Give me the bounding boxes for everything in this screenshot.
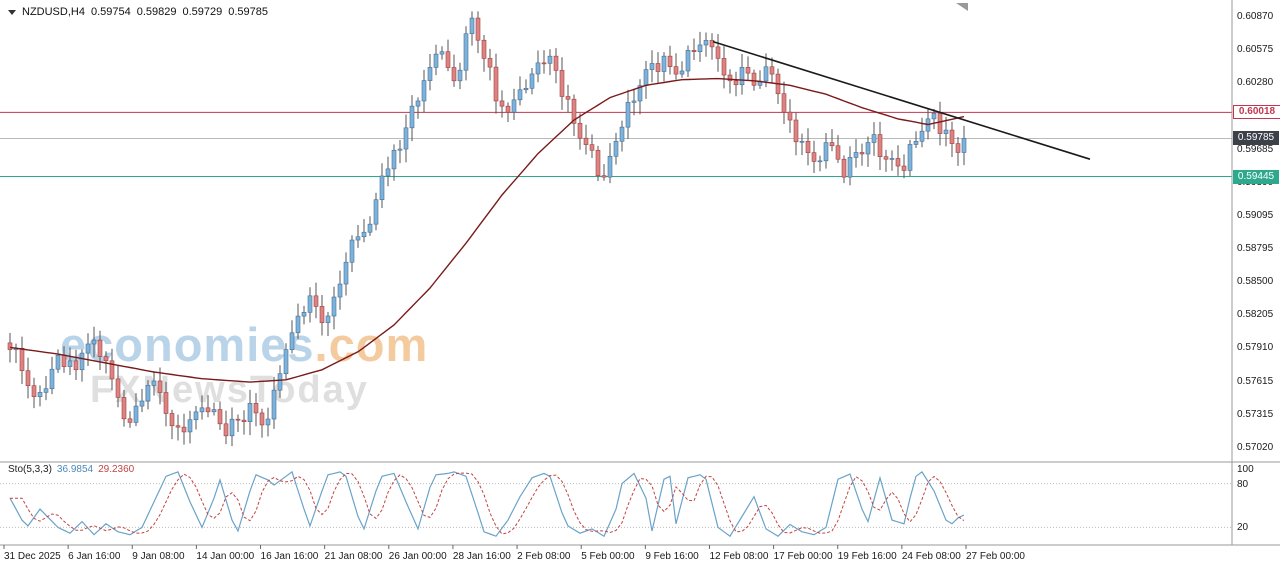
price-axis-label: 0.57020 xyxy=(1237,442,1274,454)
candles-layer xyxy=(7,11,967,447)
ohlc-open: 0.59754 xyxy=(90,6,131,18)
price-axis-label: 0.58795 xyxy=(1237,243,1274,255)
price-axis-label: 0.57615 xyxy=(1237,375,1274,387)
indicator-label: Sto(5,3,3) 36.9854 29.2360 xyxy=(8,464,134,475)
current-price-tag: 0.59785 xyxy=(1233,131,1279,146)
indicator-main-value: 36.9854 xyxy=(56,464,94,475)
price-axis-label: 0.60280 xyxy=(1237,77,1274,89)
time-axis-label: 17 Feb 00:00 xyxy=(773,551,833,562)
time-axis-label: 9 Feb 16:00 xyxy=(645,551,699,562)
price-axis-label: 0.58500 xyxy=(1237,276,1274,288)
time-axis-label: 2 Feb 08:00 xyxy=(517,551,571,562)
symbol-header: NZDUSD,H4 0.59754 0.59829 0.59729 0.5978… xyxy=(8,6,268,18)
price-axis-label: 0.59095 xyxy=(1237,209,1274,221)
indicator-signal-value: 29.2360 xyxy=(98,464,135,475)
symbol-name: NZDUSD,H4 xyxy=(22,6,85,18)
trendline[interactable] xyxy=(712,40,1091,160)
price-axis-label: 0.57315 xyxy=(1237,409,1274,421)
time-axis-label: 16 Jan 16:00 xyxy=(260,551,319,562)
ohlc-high: 0.59829 xyxy=(136,6,177,18)
ohlc-close: 0.59785 xyxy=(228,6,269,18)
watermark-domain-suffix: .com xyxy=(314,318,429,371)
watermark: economies.com FXNewsToday xyxy=(60,320,428,411)
time-axis-label: 19 Feb 16:00 xyxy=(837,551,897,562)
time-axis-label: 27 Feb 00:00 xyxy=(966,551,1025,562)
resistance-price-tag: 0.60018 xyxy=(1233,105,1280,120)
time-axis-label: 28 Jan 16:00 xyxy=(452,551,511,562)
price-axis-label: 0.60575 xyxy=(1237,44,1274,55)
indicator-name: Sto(5,3,3) xyxy=(8,464,52,475)
chart-shift-marker[interactable] xyxy=(956,3,968,11)
price-axis-label: 0.59685 xyxy=(1237,143,1274,155)
time-axis-label: 12 Feb 08:00 xyxy=(709,551,769,562)
time-axis-label: 14 Jan 00:00 xyxy=(196,551,255,562)
stochastic-signal-line xyxy=(10,472,965,535)
time-axis-label: 21 Jan 08:00 xyxy=(324,551,383,562)
time-axis-label: 24 Feb 08:00 xyxy=(901,551,961,562)
price-axis-label: 0.58205 xyxy=(1237,309,1274,321)
time-axis-label: 6 Jan 16:00 xyxy=(68,551,121,562)
ohlc-low: 0.59729 xyxy=(182,6,223,18)
time-axis-label: 31 Dec 2025 xyxy=(4,551,61,562)
time-axis-label: 26 Jan 00:00 xyxy=(388,551,447,562)
price-axis-label: 0.60870 xyxy=(1237,10,1274,22)
indicator-axis-label: 80 xyxy=(1237,478,1249,490)
indicator-axis-label: 100 xyxy=(1237,464,1254,475)
stochastic-main-line xyxy=(9,470,965,538)
indicator-axis-label: 20 xyxy=(1237,522,1249,534)
price-axis-label: 0.57910 xyxy=(1237,342,1274,354)
time-axis-label: 9 Jan 08:00 xyxy=(132,551,185,562)
moving-average-line[interactable] xyxy=(9,77,965,383)
support-price-tag: 0.59445 xyxy=(1233,169,1279,184)
symbol-dropdown-icon[interactable] xyxy=(8,9,16,15)
time-axis-label: 5 Feb 00:00 xyxy=(581,551,635,562)
